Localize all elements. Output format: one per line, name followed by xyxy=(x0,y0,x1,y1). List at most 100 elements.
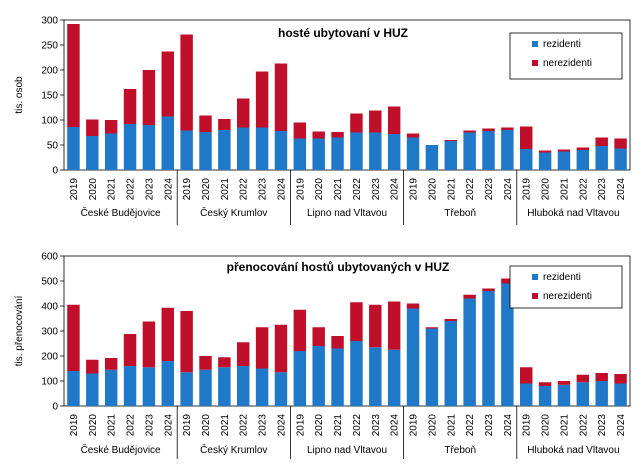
x-tick-label-year: 2022 xyxy=(352,178,363,201)
legend-box xyxy=(509,32,623,80)
bar-rezidenti xyxy=(576,150,590,170)
x-tick-label-year: 2020 xyxy=(541,414,552,437)
bar-nerezidenti xyxy=(161,51,174,117)
bar-nerezidenti xyxy=(463,130,476,133)
bar-nerezidenti xyxy=(576,374,590,383)
bar-rezidenti xyxy=(538,152,552,170)
bar-rezidenti xyxy=(463,298,476,406)
bar-nerezidenti xyxy=(350,302,363,341)
legend: rezidenti nerezidenti xyxy=(509,265,623,309)
x-tick-label-year: 2024 xyxy=(616,414,627,437)
legend-box xyxy=(509,265,623,309)
bar-nerezidenti xyxy=(218,357,231,368)
x-tick-label-year: 2020 xyxy=(201,178,212,201)
bar-nerezidenti xyxy=(104,120,118,134)
bar-rezidenti xyxy=(86,373,99,406)
x-tick-label-year: 2022 xyxy=(239,414,250,437)
bar-nerezidenti xyxy=(104,358,118,370)
bar-nerezidenti xyxy=(255,71,269,128)
bar-nerezidenti xyxy=(444,319,457,321)
legend-swatch-nerezidenti xyxy=(532,293,538,299)
legend-swatch-rezidenti xyxy=(532,274,538,280)
bar-rezidenti xyxy=(199,132,212,170)
bar-nerezidenti xyxy=(255,327,269,369)
x-tick-label-year: 2022 xyxy=(126,414,137,437)
x-tick-label-year: 2024 xyxy=(163,178,174,201)
bar-rezidenti xyxy=(387,349,401,406)
bar-rezidenti xyxy=(406,308,420,406)
bar-nerezidenti xyxy=(293,309,307,351)
bar-nerezidenti xyxy=(576,147,590,150)
x-tick-label-year: 2024 xyxy=(276,178,287,201)
bar-rezidenti xyxy=(274,372,288,406)
y-tick-label: 500 xyxy=(41,277,58,288)
bar-rezidenti xyxy=(614,383,627,406)
group-label: České Budějovice xyxy=(81,206,161,219)
x-tick-label-year: 2020 xyxy=(314,178,325,201)
bar-rezidenti xyxy=(237,127,250,170)
bar-nerezidenti xyxy=(161,307,174,361)
bar-rezidenti xyxy=(180,372,193,406)
bar-rezidenti xyxy=(104,369,118,406)
group-label: Třeboň xyxy=(444,445,476,456)
bar-rezidenti xyxy=(67,127,80,170)
group-label: České Budějovice xyxy=(81,443,161,456)
bar-rezidenti xyxy=(406,137,420,170)
bar-nerezidenti xyxy=(331,336,344,349)
bar-nerezidenti xyxy=(312,131,325,139)
y-tick-label: 600 xyxy=(41,252,58,263)
bar-rezidenti xyxy=(576,382,590,406)
x-tick-label-year: 2023 xyxy=(484,414,495,437)
bar-rezidenti xyxy=(255,127,269,170)
bar-nerezidenti xyxy=(444,140,457,141)
y-tick-label: 150 xyxy=(41,91,58,102)
x-tick-label-year: 2021 xyxy=(559,178,570,201)
bar-rezidenti xyxy=(218,367,231,406)
bar-nerezidenti xyxy=(218,119,231,130)
bar-rezidenti xyxy=(312,346,325,406)
y-tick-label: 100 xyxy=(41,116,58,127)
bar-rezidenti xyxy=(350,132,363,170)
bar-nerezidenti xyxy=(557,381,571,385)
chart-title: přenocování hostů ubytovaných v HUZ xyxy=(227,260,450,274)
bar-nerezidenti xyxy=(142,321,156,368)
x-tick-label-year: 2021 xyxy=(446,178,457,201)
x-tick-label-year: 2020 xyxy=(88,178,99,201)
bar-nerezidenti xyxy=(274,63,288,131)
x-tick-label-year: 2022 xyxy=(352,414,363,437)
bar-nerezidenti xyxy=(331,132,344,138)
bar-rezidenti xyxy=(557,384,571,406)
x-tick-label-year: 2021 xyxy=(220,178,231,201)
bar-rezidenti xyxy=(161,361,174,406)
legend-label-nerezidenti: nerezidenti xyxy=(543,291,592,302)
y-tick-label: 300 xyxy=(41,327,58,338)
bar-nerezidenti xyxy=(369,304,382,348)
bar-rezidenti xyxy=(369,347,382,406)
x-tick-label-year: 2023 xyxy=(597,414,608,437)
bar-nerezidenti xyxy=(237,98,250,128)
legend-label-rezidenti: rezidenti xyxy=(543,39,581,50)
bar-nerezidenti xyxy=(142,70,156,125)
x-tick-label-year: 2020 xyxy=(88,414,99,437)
bar-nerezidenti xyxy=(274,324,288,373)
y-tick-label: 0 xyxy=(52,166,58,177)
bar-nerezidenti xyxy=(293,122,307,139)
y-tick-label: 300 xyxy=(41,16,58,27)
bar-rezidenti xyxy=(142,125,156,170)
bar-nerezidenti xyxy=(463,294,476,299)
bar-rezidenti xyxy=(142,367,156,406)
bar-nerezidenti xyxy=(595,137,608,146)
x-tick-label-year: 2020 xyxy=(427,414,438,437)
bar-nerezidenti xyxy=(369,110,382,133)
bar-nerezidenti xyxy=(482,288,495,291)
bar-rezidenti xyxy=(387,134,401,170)
bar-nerezidenti xyxy=(557,149,571,152)
x-tick-label-year: 2019 xyxy=(409,178,420,201)
bar-rezidenti xyxy=(501,283,514,406)
group-label: Hluboká nad Vltavou xyxy=(527,208,619,219)
bar-rezidenti xyxy=(237,366,250,406)
y-axis-label: tis. přenocování xyxy=(14,295,25,366)
y-axis-label: tis. osob xyxy=(14,76,25,114)
bar-nerezidenti xyxy=(123,334,137,366)
x-tick-label-year: 2023 xyxy=(371,178,382,201)
